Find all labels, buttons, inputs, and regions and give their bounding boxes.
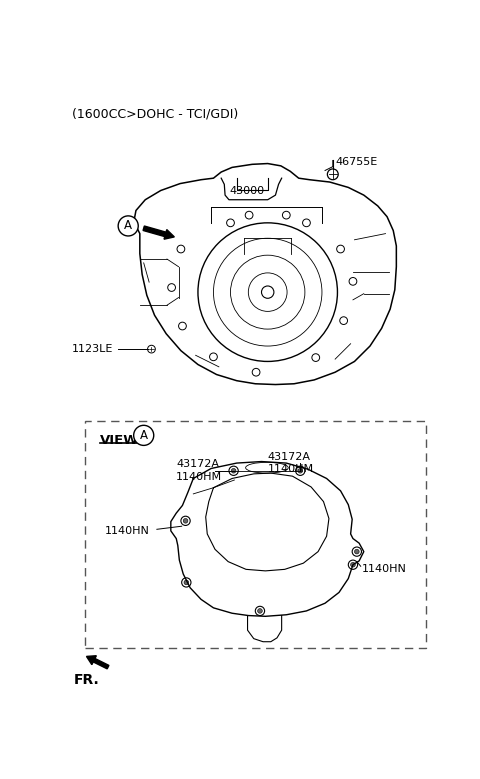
- Circle shape: [184, 580, 189, 585]
- Text: 43000: 43000: [229, 186, 264, 196]
- Text: 43172A
1140HM: 43172A 1140HM: [268, 452, 314, 474]
- Circle shape: [298, 468, 302, 473]
- Circle shape: [350, 562, 355, 567]
- Bar: [85, 421, 426, 648]
- FancyArrow shape: [143, 226, 174, 239]
- Text: FR.: FR.: [74, 672, 100, 686]
- Circle shape: [183, 519, 188, 523]
- Circle shape: [258, 608, 262, 613]
- Text: 43172A
1140HM: 43172A 1140HM: [176, 460, 222, 481]
- Text: (1600CC>DOHC - TCI/GDI): (1600CC>DOHC - TCI/GDI): [72, 108, 238, 120]
- Text: 1123LE: 1123LE: [72, 344, 113, 354]
- Text: VIEW: VIEW: [100, 434, 139, 447]
- Text: A: A: [124, 220, 132, 232]
- Text: 46755E: 46755E: [336, 157, 378, 167]
- Circle shape: [355, 549, 359, 554]
- Text: A: A: [140, 429, 148, 442]
- Circle shape: [231, 468, 236, 473]
- Text: 1140HN: 1140HN: [362, 564, 407, 574]
- Text: 1140HN: 1140HN: [105, 526, 150, 536]
- FancyArrow shape: [86, 656, 109, 669]
